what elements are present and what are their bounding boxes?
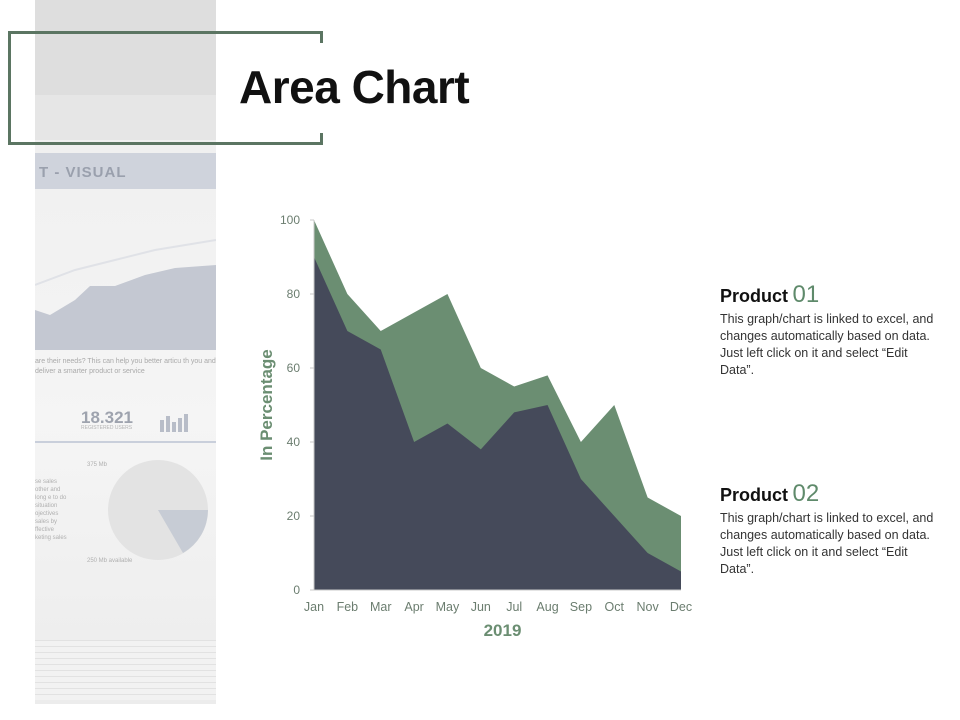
legend-product-01-description: This graph/chart is linked to excel, and… (720, 312, 934, 377)
legend-product-02-number: 02 (792, 480, 820, 507)
photo-stat-caption: REGISTERED USERS (81, 425, 133, 431)
y-tick-label: 40 (287, 435, 301, 449)
photo-pie-graphic (108, 460, 208, 560)
y-tick-label: 80 (287, 287, 301, 301)
plot-area: 0 20 40 60 80 100 Jan Feb Mar Apr May Jun Jul Aug Sep O… (257, 213, 692, 640)
area-series-2 (314, 257, 681, 590)
x-tick-label: Jan (304, 600, 324, 614)
x-tick-label: May (436, 600, 460, 614)
photo-second-band (35, 95, 216, 140)
legend-product-01: Product 01 This graph/chart is linked to… (720, 281, 940, 379)
y-axis-title: In Percentage (257, 349, 276, 461)
x-tick-label: Nov (637, 600, 660, 614)
photo-side-text: se sales other and long e to do situatio… (35, 479, 67, 541)
x-tick-label: Mar (370, 600, 392, 614)
y-tick-label: 100 (280, 213, 300, 227)
page-title: Area Chart (239, 61, 470, 113)
photo-area-graphic (35, 239, 216, 350)
x-tick-label: Dec (670, 600, 692, 614)
x-tick-label: Sep (570, 600, 592, 614)
photo-visual-label: T - VISUAL (39, 164, 127, 181)
legend-product-02-description: This graph/chart is linked to excel, and… (720, 511, 934, 576)
y-tick-label: 20 (287, 509, 301, 523)
x-axis-title: 2019 (484, 621, 522, 640)
legend-product-02-name: Product (720, 485, 789, 505)
photo-pie-label-top: 375 Mb (87, 462, 108, 468)
photo-paper-lines (35, 640, 216, 700)
legend-product-02: Product 02 This graph/chart is linked to… (720, 480, 940, 578)
photo-pie-label-bottom: 250 Mb available (87, 558, 133, 564)
x-tick-label: Aug (536, 600, 558, 614)
y-tick-label: 0 (293, 583, 300, 597)
x-tick-label: Feb (337, 600, 359, 614)
photo-mini-bars (160, 414, 188, 432)
x-tick-label: Oct (605, 600, 625, 614)
y-tick-label: 60 (287, 361, 301, 375)
x-tick-label: Jul (506, 600, 522, 614)
photo-paragraph: are their needs? This can help you bette… (35, 358, 216, 375)
x-tick-label: Apr (404, 600, 423, 614)
photo-stat-value: 18.321 (81, 408, 133, 427)
legend-product-01-number: 01 (792, 281, 820, 308)
background-photo: T - VISUAL are their needs? This can hel… (35, 0, 216, 704)
photo-divider (35, 441, 216, 443)
legend-product-01-name: Product (720, 286, 789, 306)
photo-visual-bar (35, 153, 216, 189)
photo-top-band (35, 0, 216, 95)
title-frame-gap (216, 43, 336, 133)
x-tick-label: Jun (471, 600, 491, 614)
